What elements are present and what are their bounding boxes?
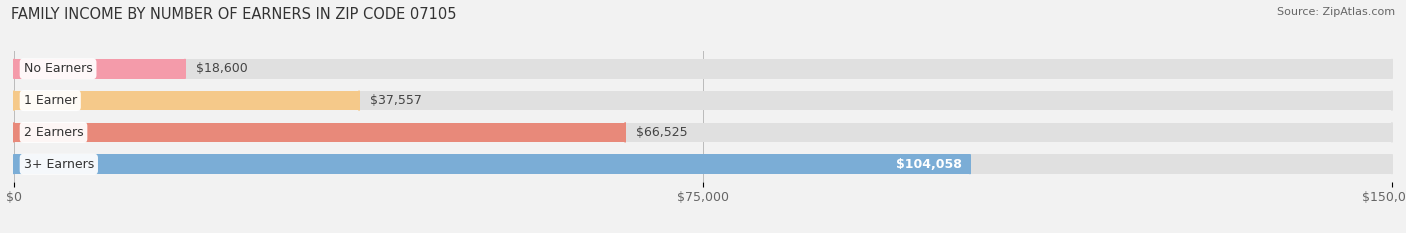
Bar: [14, 91, 359, 110]
Text: No Earners: No Earners: [24, 62, 93, 75]
Bar: [14, 154, 1392, 174]
Bar: [14, 59, 186, 79]
Text: $37,557: $37,557: [370, 94, 422, 107]
Text: 3+ Earners: 3+ Earners: [24, 158, 94, 171]
Text: $66,525: $66,525: [636, 126, 688, 139]
Bar: [14, 123, 626, 142]
Text: 2 Earners: 2 Earners: [24, 126, 83, 139]
Text: 1 Earner: 1 Earner: [24, 94, 77, 107]
Text: $104,058: $104,058: [896, 158, 962, 171]
Bar: [14, 123, 1392, 142]
Text: Source: ZipAtlas.com: Source: ZipAtlas.com: [1277, 7, 1395, 17]
Bar: [14, 154, 970, 174]
Bar: [14, 91, 1392, 110]
Bar: [14, 59, 1392, 79]
Text: FAMILY INCOME BY NUMBER OF EARNERS IN ZIP CODE 07105: FAMILY INCOME BY NUMBER OF EARNERS IN ZI…: [11, 7, 457, 22]
Text: $18,600: $18,600: [195, 62, 247, 75]
